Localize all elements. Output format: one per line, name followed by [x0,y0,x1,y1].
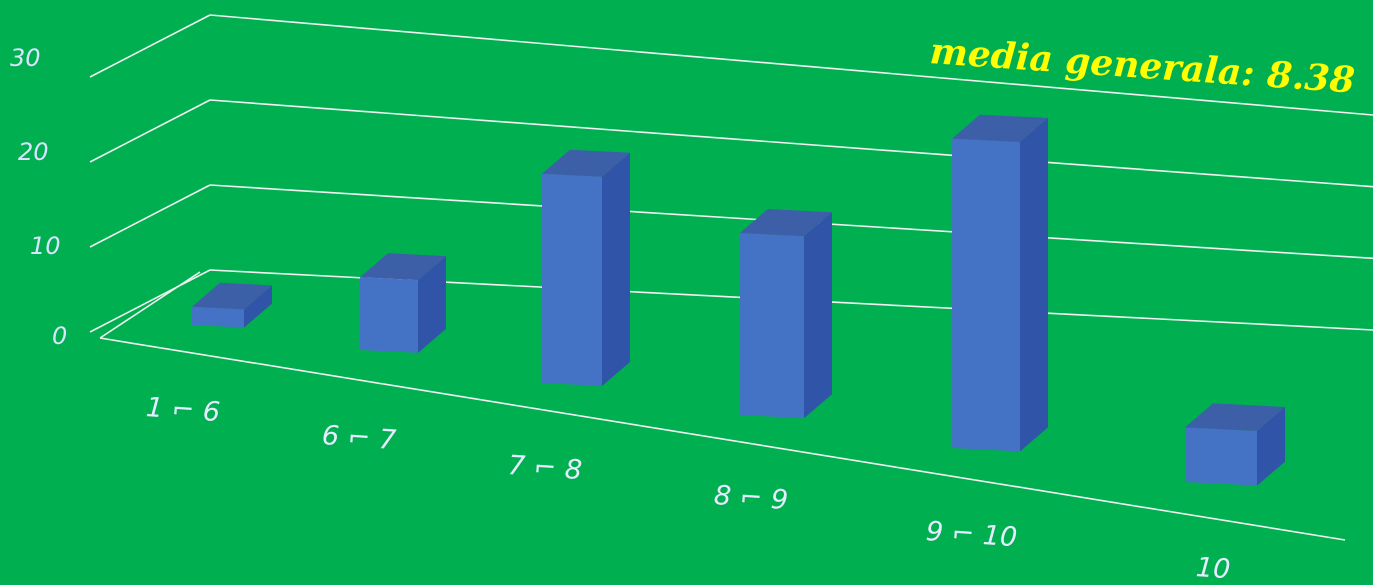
y-tick-label: 30 [10,44,41,72]
gridline-side-10 [89,184,211,248]
bar-1-front [192,306,244,328]
bar-6-front [1185,427,1257,486]
bar-4 [740,209,832,419]
bar-1 [192,282,272,328]
bar-5-front [952,138,1020,452]
x-category-label: 6 ⌐ 7 [320,420,398,457]
bar-6-top [1185,403,1285,431]
bar-1-side [244,285,272,328]
gridline-side-20 [89,99,211,163]
bar-3 [542,149,630,386]
gridline-back-20 [209,99,1373,188]
x-category-label: 8 ⌐ 9 [712,480,790,517]
bar-2-top [360,253,446,281]
gridline-side-30 [89,14,211,78]
chart-bars [192,114,1285,486]
bar-2 [360,253,446,353]
bar-1-top [192,282,272,310]
bar-2-side [418,256,446,353]
y-tick-label: 0 [52,322,68,350]
bar-3-front [542,173,602,386]
floor-front-edge [99,337,1346,541]
y-tick-label: 20 [18,138,49,166]
bar-5-top [952,114,1048,142]
floor-left-edge [99,271,201,339]
x-category-label: 1 ⌐ 6 [144,392,222,429]
x-category-label: 10 [1194,552,1232,585]
bar-5 [952,114,1048,452]
bar-3-side [602,152,630,386]
gridline-side-0 [89,269,211,333]
bar-2-front [360,277,418,353]
x-category-label: 9 ⌐ 10 [924,516,1019,554]
bar-6 [1185,403,1285,486]
bar-5-side [1020,118,1048,452]
y-tick-label: 10 [30,232,61,260]
mean-annotation-value: 8.38 [1265,53,1357,102]
bar-6-side [1257,407,1285,486]
bar-4-front [740,233,804,419]
x-category-label: 7 ⌐ 8 [506,450,584,487]
chart-gridlines [89,14,1373,541]
bar-4-side [804,212,832,419]
gridline-back-30 [209,14,1373,116]
bar-4-top [740,209,832,237]
bar-3-top [542,149,630,177]
